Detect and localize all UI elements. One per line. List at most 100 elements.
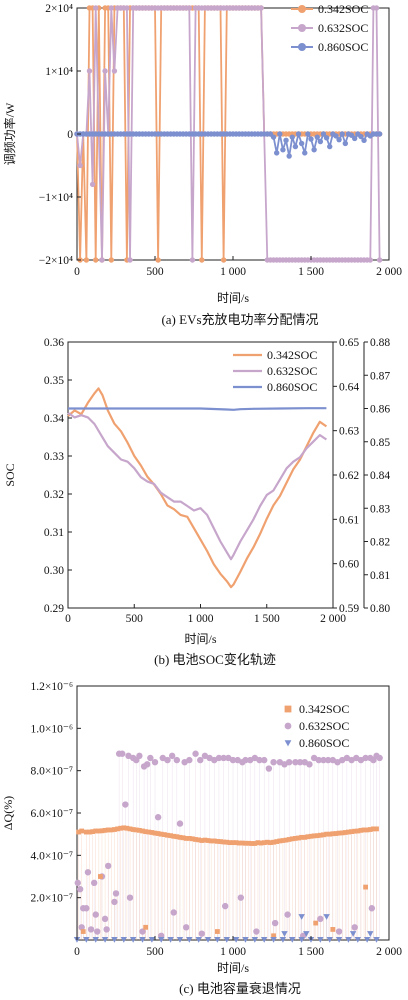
point-c-0 <box>79 828 85 834</box>
y-tick-label-b: 0.32 <box>44 489 64 501</box>
point-c-0 <box>358 827 364 833</box>
point-c-0 <box>299 834 305 840</box>
point-a-2 <box>277 131 283 137</box>
y-tick-label-right-outer-b: 0.80 <box>370 603 390 615</box>
point-c-1 <box>242 756 249 764</box>
x-tick-label-c: 0 <box>74 946 80 958</box>
point-c-1 <box>111 898 118 906</box>
x-tick-label-b: 500 <box>126 613 144 625</box>
point-a-2 <box>280 147 286 153</box>
x-tick-label-b: 1 500 <box>254 613 280 625</box>
point-c-2 <box>232 937 240 943</box>
y-tick-label-right-inner-b: 0.62 <box>339 470 359 482</box>
point-c-0 <box>321 832 326 838</box>
point-c-0 <box>283 837 289 843</box>
y-tick-label-c: 6.0×10⁻⁷ <box>31 808 73 820</box>
point-c-0 <box>230 840 236 846</box>
y-tick-label-right-inner-b: 0.59 <box>339 603 359 615</box>
point-c-0 <box>313 920 319 926</box>
point-c-1 <box>306 761 313 768</box>
point-a-1 <box>124 5 130 11</box>
point-c-0 <box>355 828 361 834</box>
point-c-1 <box>168 752 176 760</box>
point-a-2 <box>320 131 327 137</box>
point-c-2 <box>323 914 330 920</box>
point-c-2 <box>345 937 352 943</box>
point-c-2 <box>129 937 137 943</box>
caption-c: (c) 电池容量衰退情况 <box>179 981 301 996</box>
point-c-0 <box>308 833 314 839</box>
x-tick-label-b: 2 000 <box>320 613 346 625</box>
point-c-0 <box>130 827 136 832</box>
point-c-1 <box>362 754 369 762</box>
y-axis-label-c: ΔQ(%) <box>1 796 15 830</box>
chart-power-allocation: 0 500 1 000 1 500 2 000 −2×10⁴ −1×10⁴ 0 1×10⁴ 2×1… <box>2 2 402 305</box>
point-c-0 <box>80 929 86 934</box>
x-tick-label-a: 1 500 <box>298 266 324 278</box>
y-tick-label-a: 2×10⁴ <box>45 3 73 15</box>
caption-b: (b) 电池SOC变化轨迹 <box>154 652 276 667</box>
y-tick-label-c: 4.0×10⁻⁷ <box>31 850 73 862</box>
point-c-0 <box>258 840 264 846</box>
point-c-0 <box>330 831 336 837</box>
point-c-2 <box>289 937 296 943</box>
point-c-0 <box>264 839 270 845</box>
y-tick-label-right-inner-b: 0.61 <box>339 514 359 526</box>
point-c-0 <box>76 829 81 835</box>
point-c-0 <box>140 828 145 834</box>
point-c-0 <box>224 839 230 845</box>
point-c-2 <box>261 937 268 943</box>
point-a-0 <box>108 257 115 263</box>
point-c-1 <box>256 756 263 764</box>
point-c-0 <box>352 828 358 834</box>
x-tick-label-c: 500 <box>146 946 164 958</box>
point-c-0 <box>286 837 292 842</box>
point-c-1 <box>265 765 273 772</box>
point-c-0 <box>371 826 376 832</box>
point-c-2 <box>298 914 305 920</box>
chart-soc-trajectory: 0 500 1 000 1 500 2 000 0.29 0.30 0.31 0.32 0.33 0… <box>3 337 390 646</box>
point-c-0 <box>98 874 103 879</box>
point-c-2 <box>242 937 249 943</box>
point-a-1 <box>373 5 380 11</box>
point-c-0 <box>124 825 130 831</box>
point-c-0 <box>289 836 295 842</box>
y-tick-label-b: 0.29 <box>44 603 64 615</box>
point-c-0 <box>330 927 336 932</box>
point-c-1 <box>147 754 154 762</box>
point-c-1 <box>126 894 134 901</box>
legend-label-c-0: 0.342SOC <box>299 702 349 716</box>
point-c-1 <box>84 869 92 876</box>
point-c-1 <box>94 928 101 935</box>
point-c-0 <box>342 830 348 835</box>
point-c-1 <box>105 862 112 870</box>
point-c-0 <box>87 829 92 835</box>
point-a-1 <box>189 257 196 263</box>
y-tick-label-right-outer-b: 0.81 <box>370 570 390 582</box>
x-tick-label-c: 1 500 <box>298 946 324 958</box>
point-c-0 <box>112 827 117 832</box>
point-a-1 <box>102 68 108 74</box>
point-c-1 <box>220 754 227 762</box>
y-axis-label-b: SOC <box>3 463 17 486</box>
point-a-1 <box>86 68 93 74</box>
point-c-0 <box>193 837 198 842</box>
point-a-2 <box>311 147 317 153</box>
point-c-1 <box>76 886 84 893</box>
point-c-0 <box>271 839 276 845</box>
point-c-2 <box>363 937 371 943</box>
point-a-0 <box>93 257 99 263</box>
point-c-1 <box>351 924 358 931</box>
point-c-0 <box>96 828 102 834</box>
point-c-2 <box>111 937 118 943</box>
point-c-0 <box>349 829 354 835</box>
y-tick-label-b: 0.36 <box>44 337 64 349</box>
point-c-0 <box>367 827 373 832</box>
y-tick-label-a: 0 <box>67 129 73 141</box>
point-c-0 <box>108 827 114 833</box>
legend-label-b-2: 0.860SOC <box>267 380 317 394</box>
legend-label-c-2: 0.860SOC <box>299 736 349 750</box>
point-c-0 <box>102 827 108 833</box>
point-a-2 <box>314 134 320 140</box>
point-c-2 <box>204 937 212 943</box>
